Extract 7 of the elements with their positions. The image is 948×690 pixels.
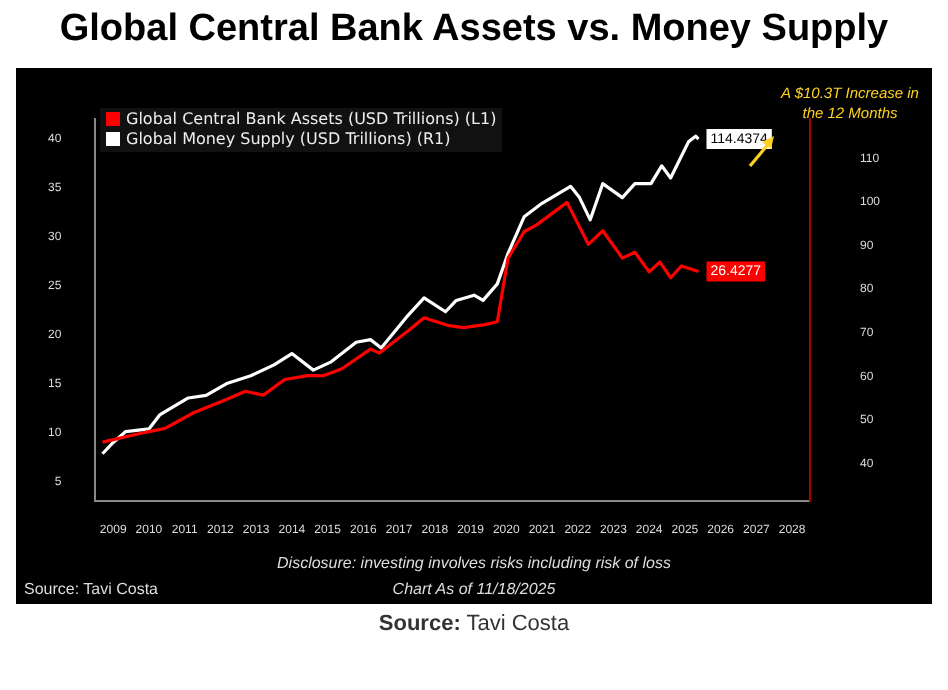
text: Chart As of 11/18/2025 (392, 580, 556, 598)
legend-label: Global Central Bank Assets (USD Trillions) (L1) (124, 110, 497, 130)
source-note: Source: Tavi Costa (376, 612, 572, 636)
chart-title: Global Central Bank Assets vs. Money Supply (57, 8, 891, 52)
source-note: Source: Tavi Costa (24, 580, 158, 598)
text: Disclosure: investing involves risks including risk of loss (275, 554, 673, 572)
legend-label: Global Money Supply (USD Trillions) (R1) (124, 130, 453, 150)
